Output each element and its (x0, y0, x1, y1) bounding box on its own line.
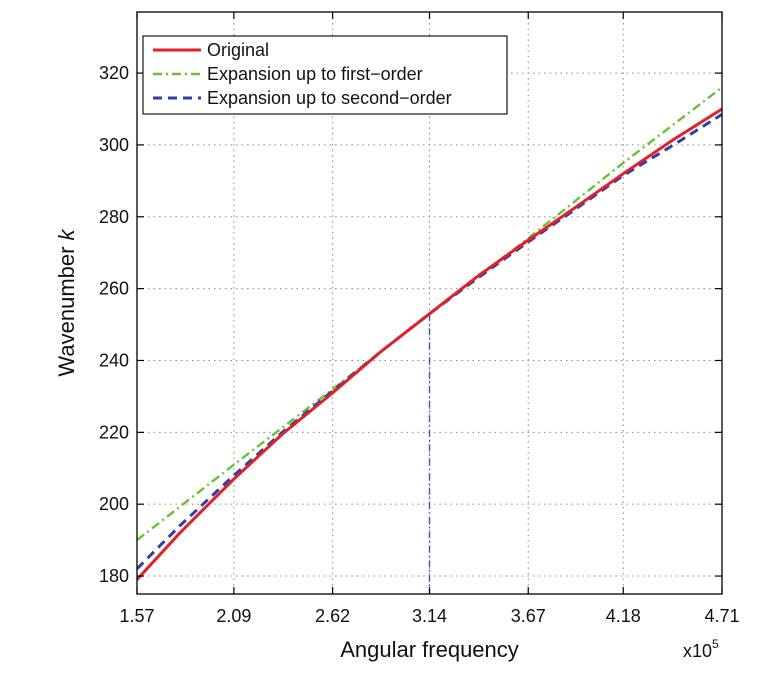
legend-label-0: Original (207, 40, 269, 60)
x-tick-label: 2.09 (216, 606, 251, 626)
y-axis-label-symbol: k (54, 228, 79, 240)
series-layer (137, 86, 722, 581)
x-tick-label: 3.67 (511, 606, 546, 626)
series-line-0 (137, 107, 722, 581)
x-tick-label: 3.14 (412, 606, 447, 626)
y-tick-label: 220 (99, 422, 129, 442)
y-tick-label: 240 (99, 350, 129, 370)
legend-label-1: Expansion up to first−order (207, 64, 423, 84)
y-tick-label: 180 (99, 566, 129, 586)
x-axis-multiplier: x105 (683, 637, 719, 661)
y-tick-label: 320 (99, 63, 129, 83)
x-axis-label: Angular frequency (340, 637, 519, 662)
x-tick-label: 4.18 (606, 606, 641, 626)
axis-ticks: 1.57 2.09 2.62 3.14 3.67 4.18 4.71 180 200 220 240… (99, 12, 740, 626)
y-tick-label: 280 (99, 207, 129, 227)
x-tick-label: 2.62 (315, 606, 350, 626)
y-axis-label: Wavenumber k (54, 228, 79, 376)
y-tick-label: 260 (99, 279, 129, 299)
legend-label-2: Expansion up to second−order (207, 88, 452, 108)
legend-box (142, 35, 508, 115)
y-axis-label-text: Wavenumber (54, 247, 79, 377)
legend: Original Expansion up to first−order Expan… (142, 35, 508, 115)
y-tick-label: 300 (99, 135, 129, 155)
x-axis-multiplier-exponent: 5 (712, 637, 719, 651)
x-tick-label: 4.71 (704, 606, 739, 626)
x-tick-label: 1.57 (119, 606, 154, 626)
y-tick-label: 200 (99, 494, 129, 514)
x-axis-multiplier-base: x10 (683, 641, 712, 661)
